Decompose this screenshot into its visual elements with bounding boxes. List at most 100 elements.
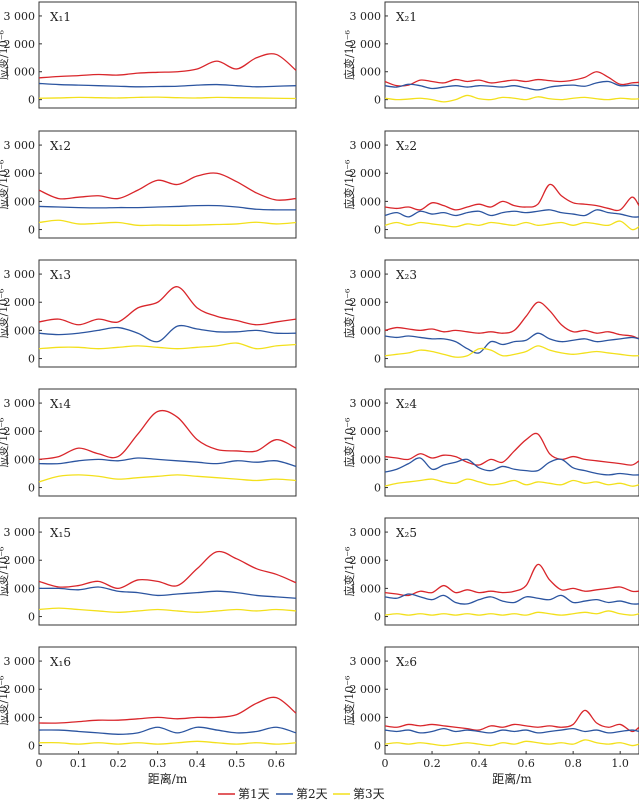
y-tick-label: 3 000	[350, 526, 382, 539]
y-tick-label: 1 000	[350, 582, 382, 595]
series-line-第1天	[38, 696, 297, 724]
legend-label: 第1天	[238, 787, 270, 800]
subplot-title: X₂2	[396, 139, 417, 153]
x-tick-label: 0.1	[70, 757, 88, 770]
y-tick-label: 1 000	[350, 453, 382, 466]
x-tick-label: 0.4	[470, 757, 488, 770]
subplot-title: X₁1	[50, 10, 71, 24]
y-tick-label: 0	[28, 353, 35, 366]
series-line-第2天	[384, 209, 639, 218]
series-line-第3天	[38, 219, 297, 227]
y-axis-label: 应变/10⁻⁶	[342, 546, 356, 597]
y-tick-label: 1 000	[4, 582, 36, 595]
y-tick-label: 3 000	[4, 10, 36, 23]
y-axis-label: 应变/10⁻⁶	[342, 29, 356, 80]
series-line-第2天	[384, 457, 639, 476]
series-line-第3天	[384, 220, 639, 231]
series-line-第1天	[384, 301, 639, 340]
series-line-第1天	[384, 563, 639, 597]
series-line-第3天	[384, 478, 639, 487]
subplot-left-4: 0 1 000 2 000 3 000 应变/10⁻⁶ X₁4	[0, 388, 297, 497]
y-axis-label: 应变/10⁻⁶	[0, 675, 10, 726]
series-line-第1天	[384, 183, 639, 212]
series-line-第3天	[384, 345, 639, 358]
y-tick-label: 2 000	[350, 683, 382, 696]
subplot-title: X₁4	[50, 397, 71, 411]
series-line-第2天	[384, 593, 639, 605]
series-line-第2天	[38, 204, 297, 211]
x-tick-label: 0	[382, 757, 389, 770]
x-tick-label: 0.6	[267, 757, 285, 770]
x-tick-label: 0.2	[423, 757, 441, 770]
series-line-第1天	[38, 550, 297, 590]
series-line-第2天	[38, 457, 297, 468]
subplot-title: X₁3	[50, 268, 71, 282]
subplot-title: X₂1	[396, 10, 417, 24]
y-tick-label: 3 000	[4, 397, 36, 410]
y-tick-label: 2 000	[4, 38, 36, 51]
y-tick-label: 0	[28, 482, 35, 495]
series-line-第3天	[384, 739, 639, 747]
subplot-left-2: 0 1 000 2 000 3 000 应变/10⁻⁶ X₁2	[0, 130, 297, 239]
y-tick-label: 0	[28, 611, 35, 624]
y-tick-label: 0	[374, 353, 381, 366]
subplot-left-6: 0 1 000 2 000 3 000 应变/10⁻⁶ X₁6	[0, 646, 297, 755]
y-axis-label: 应变/10⁻⁶	[342, 159, 356, 210]
subplot-right-4: 0 1 000 2 000 3 000 应变/10⁻⁶ X₂4	[342, 388, 639, 497]
y-tick-label: 0	[374, 224, 381, 237]
series-line-第2天	[38, 82, 297, 88]
y-tick-label: 2 000	[4, 425, 36, 438]
y-tick-label: 0	[28, 224, 35, 237]
series-line-第2天	[384, 80, 639, 91]
x-tick-label: 0.6	[517, 757, 535, 770]
series-line-第1天	[38, 286, 297, 326]
plot-frame	[38, 130, 297, 239]
y-tick-label: 2 000	[4, 554, 36, 567]
y-tick-label: 2 000	[350, 554, 382, 567]
subplot-title: X₁5	[50, 526, 71, 540]
legend: 第1天 第2天 第3天	[218, 787, 385, 800]
y-tick-label: 0	[374, 94, 381, 107]
series-line-第2天	[38, 324, 297, 343]
plot-frame	[38, 517, 297, 626]
y-tick-label: 0	[28, 94, 35, 107]
subplot-title: X₁2	[50, 139, 71, 153]
y-tick-label: 2 000	[4, 296, 36, 309]
x-tick-label: 0.3	[149, 757, 167, 770]
series-line-第3天	[384, 610, 639, 616]
subplot-title: X₂5	[396, 526, 417, 540]
x-axis-label-left: 距离/m	[148, 771, 188, 786]
plot-frame	[384, 1, 639, 109]
series-line-第1天	[384, 432, 639, 466]
y-tick-label: 1 000	[350, 195, 382, 208]
series-line-第3天	[38, 740, 297, 745]
y-tick-label: 1 000	[4, 66, 36, 79]
series-line-第1天	[38, 53, 297, 79]
series-line-第3天	[384, 94, 639, 103]
y-tick-label: 1 000	[350, 324, 382, 337]
subplot-left-1: 0 1 000 2 000 3 000 应变/10⁻⁶ X₁1	[0, 1, 297, 109]
series-line-第3天	[38, 474, 297, 483]
subplot-title: X₂4	[396, 397, 417, 411]
x-tick-label: 0.5	[228, 757, 246, 770]
y-tick-label: 2 000	[350, 167, 382, 180]
subplot-right-2: 0 1 000 2 000 3 000 应变/10⁻⁶ X₂2	[342, 130, 639, 239]
plot-frame	[384, 646, 639, 755]
y-axis-label: 应变/10⁻⁶	[342, 417, 356, 468]
plot-frame	[38, 259, 297, 368]
plot-frame	[384, 388, 639, 497]
y-tick-label: 3 000	[4, 139, 36, 152]
y-tick-label: 1 000	[350, 711, 382, 724]
legend-label: 第3天	[353, 787, 385, 800]
y-tick-label: 3 000	[350, 268, 382, 281]
y-tick-label: 2 000	[350, 425, 382, 438]
series-line-第3天	[38, 342, 297, 350]
y-tick-label: 3 000	[350, 655, 382, 668]
y-tick-label: 1 000	[4, 195, 36, 208]
subplot-title: X₂6	[396, 655, 417, 669]
plot-frame	[384, 130, 639, 239]
subplot-right-5: 0 1 000 2 000 3 000 应变/10⁻⁶ X₂5	[342, 517, 639, 626]
x-tick-label: 0.2	[109, 757, 127, 770]
subplot-right-1: 0 1 000 2 000 3 000 应变/10⁻⁶ X₂1	[342, 1, 639, 109]
